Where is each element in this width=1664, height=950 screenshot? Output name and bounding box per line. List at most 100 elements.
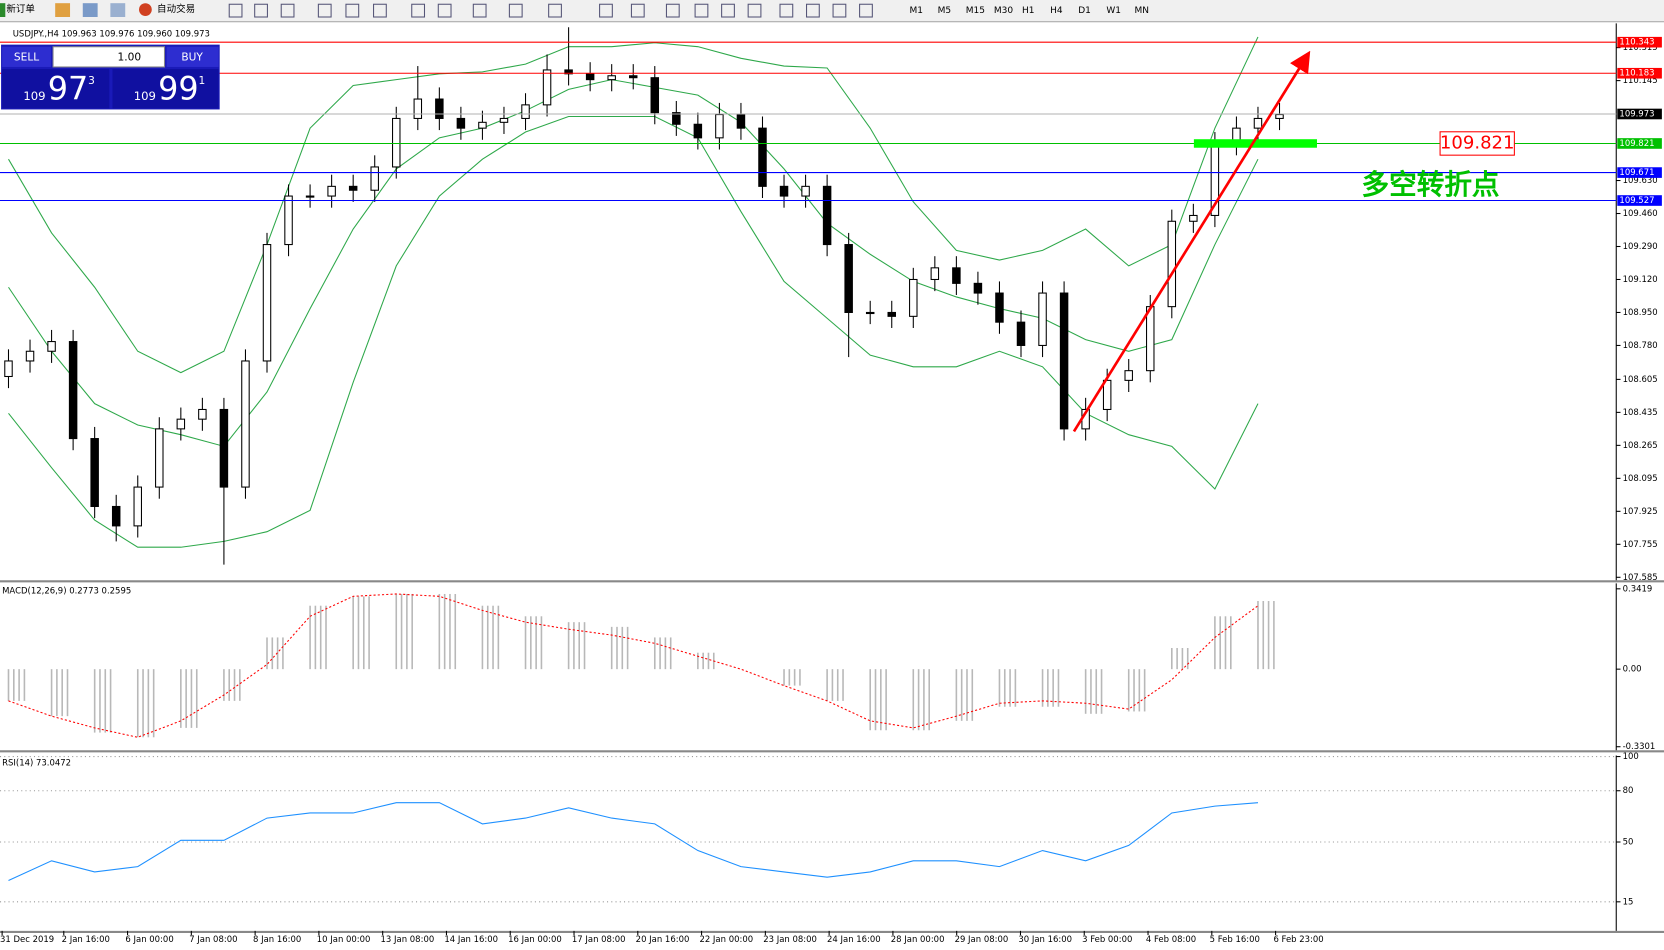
toolbar-icon[interactable] [779, 3, 794, 18]
icon[interactable] [110, 3, 126, 18]
toolbar-icon[interactable] [665, 3, 680, 18]
candle-body [456, 117, 466, 129]
candle-body [133, 486, 142, 527]
toolbar-icon[interactable] [721, 3, 735, 18]
timeframe-button[interactable]: D1 [1078, 6, 1091, 16]
candle-body [887, 311, 896, 317]
sell-main: 97 [48, 69, 89, 107]
candle-body [90, 438, 99, 508]
panel-title: MACD(12,26,9) 0.2773 0.2595 [2, 586, 131, 596]
trend-arrow [1072, 50, 1311, 433]
timeframe-button[interactable]: H4 [1050, 6, 1063, 16]
lot-value[interactable]: 1.00 [118, 50, 142, 63]
toolbar-icon[interactable] [254, 3, 268, 18]
toolbar-icon[interactable] [280, 3, 295, 18]
signal-line [8, 593, 1259, 738]
timeframe-button[interactable]: H1 [1022, 6, 1035, 16]
sell-big: 109 [23, 89, 45, 103]
candle-body [758, 127, 767, 187]
icon[interactable] [139, 3, 152, 16]
timeframe-button[interactable]: M1 [909, 6, 923, 16]
candle-body [930, 267, 940, 281]
level-label: 110.343 [1619, 38, 1654, 48]
toolbar-icon[interactable] [548, 3, 562, 18]
toolbar-icon[interactable] [411, 3, 426, 18]
y-tick-label: 50 [1623, 838, 1634, 848]
sell-label[interactable]: SELL [14, 50, 39, 63]
buy-button[interactable] [166, 46, 219, 67]
timeframe-button[interactable]: M5 [938, 6, 952, 16]
candle-body [499, 117, 509, 123]
toolbar-icon[interactable] [472, 3, 487, 18]
candle-body [327, 185, 336, 197]
x-tick-label: 29 Jan 08:00 [955, 935, 1009, 945]
timeframes: M1 M5 M15 M30 H1 H4 D1 W1 MN [909, 6, 1149, 16]
auto-trading-button[interactable]: 自动交易 [157, 3, 195, 15]
sell-button[interactable] [2, 46, 51, 67]
toolbar-icon[interactable] [694, 3, 709, 18]
candle-body [1124, 370, 1133, 381]
level-tag [1617, 36, 1662, 48]
annotation-text: 多空转折点 [1362, 168, 1500, 201]
candle-body [995, 292, 1004, 323]
candle-body [822, 185, 832, 246]
timeframe-button[interactable]: MN [1134, 6, 1149, 16]
y-tick-label: 110.315 [1623, 43, 1658, 53]
sell-sup: 3 [88, 74, 95, 87]
toolbar-icon[interactable] [832, 3, 847, 18]
candle-body [844, 244, 853, 313]
toolbar-icon[interactable] [747, 3, 762, 18]
y-tick-label: 108.950 [1623, 308, 1658, 318]
toolbar-icon[interactable] [317, 3, 332, 18]
toolbar-icon[interactable] [859, 3, 873, 18]
toolbar-icon[interactable] [508, 3, 523, 18]
x-tick-label: 17 Jan 08:00 [572, 935, 626, 945]
chart-area [0, 22, 1664, 950]
bollinger-band [8, 115, 1259, 548]
toolbar-icon[interactable] [437, 3, 452, 18]
timeframe-button[interactable]: M30 [994, 6, 1014, 16]
icon[interactable] [55, 3, 71, 18]
toolbar-icon[interactable] [806, 3, 820, 18]
toolbar-icon[interactable] [345, 3, 360, 18]
timeframe-button[interactable]: W1 [1106, 6, 1121, 16]
toolbar-icon[interactable] [373, 3, 387, 18]
candle-body [4, 360, 13, 378]
icon[interactable] [82, 3, 98, 18]
lot-field[interactable] [52, 46, 166, 68]
y-tick-label: 15 [1623, 897, 1634, 907]
x-tick-label: 31 Dec 2019 [0, 935, 54, 945]
candle-body [435, 98, 444, 119]
buy-price-box[interactable] [112, 69, 219, 109]
toolbar-icon[interactable] [630, 3, 645, 18]
panel-title: RSI(14) 73.0472 [2, 758, 71, 768]
sell-price-box[interactable] [2, 69, 110, 109]
level-label: 109.671 [1619, 168, 1654, 178]
candle-body [111, 505, 121, 527]
new-order-button[interactable]: 新订单 [6, 3, 35, 15]
toolbar-icon[interactable] [599, 3, 613, 18]
candle-body [262, 244, 272, 362]
candle-body [1016, 321, 1026, 346]
x-tick-label: 5 Feb 16:00 [1210, 935, 1260, 945]
candle-body [370, 166, 379, 191]
chart-header: USDJPY.,H4 109.963 109.976 109.960 109.9… [13, 30, 210, 40]
candle-body [973, 282, 983, 294]
buy-label[interactable]: BUY [181, 50, 203, 63]
y-tick-label: 107.755 [1623, 540, 1658, 550]
candle-body [715, 114, 724, 139]
x-tick-label: 23 Jan 08:00 [763, 935, 817, 945]
candle-body [1038, 292, 1047, 346]
candle-body [779, 185, 789, 197]
candle-body [348, 185, 358, 191]
timeframe-button[interactable]: M15 [966, 6, 985, 16]
candle-body [47, 341, 56, 352]
y-tick-label: -0.3301 [1623, 742, 1656, 752]
candle-body [952, 267, 961, 284]
candle-body [585, 73, 595, 81]
y-tick-label: 109.630 [1623, 176, 1658, 186]
candle-body [1275, 114, 1284, 119]
toolbar-icon[interactable] [228, 3, 243, 18]
y-tick-label: 0.00 [1623, 665, 1642, 675]
level-tag [1617, 67, 1662, 79]
